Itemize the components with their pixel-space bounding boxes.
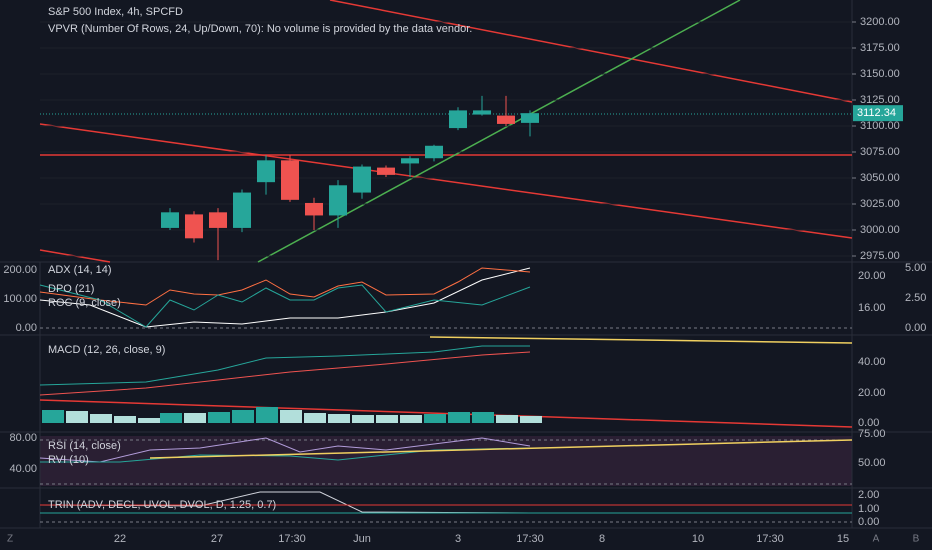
- candle-body: [281, 160, 299, 200]
- axis-label: 16.00: [858, 302, 886, 314]
- y-tick-label: 3200.00: [860, 16, 900, 28]
- candle-body: [449, 110, 467, 129]
- corner-button: A: [873, 534, 880, 545]
- axis-label: 1.00: [858, 503, 879, 515]
- candle-body: [521, 113, 539, 123]
- signal-line: [39, 351, 531, 396]
- axis-label: 100.00: [3, 293, 37, 305]
- candle-body: [185, 214, 203, 239]
- x-tick-label: 22: [114, 533, 126, 545]
- dynamic-layer: 2975.003000.003025.003050.003075.003100.…: [3, 16, 926, 545]
- last-price-box: [853, 105, 903, 122]
- candle-body: [257, 160, 275, 183]
- candle-body: [401, 158, 419, 164]
- trend-line: [329, 0, 853, 103]
- y-tick-label: 3025.00: [860, 198, 900, 210]
- axis-label: 200.00: [3, 264, 37, 276]
- axis-label: 20.00: [858, 270, 886, 282]
- macd-histogram: [42, 407, 542, 423]
- candle-body: [161, 212, 179, 228]
- axis-label: 40.00: [9, 463, 37, 475]
- last-price-label: 3112.34: [857, 107, 896, 119]
- indicator-legend: RSI (14, close): [48, 440, 121, 452]
- candle-body: [377, 167, 395, 175]
- candle-body: [305, 202, 323, 216]
- axis-label: 80.00: [9, 432, 37, 444]
- axis-label: 40.00: [858, 356, 886, 368]
- indicator-legend: DPO (21): [48, 283, 94, 295]
- candle-body: [329, 185, 347, 216]
- drawing-line: [39, 399, 853, 428]
- axis-label: 75.00: [858, 428, 886, 440]
- y-tick-label: 3000.00: [860, 224, 900, 236]
- indicator-legend: ADX (14, 14): [48, 264, 112, 276]
- macd-line: [39, 345, 530, 386]
- y-tick-label: 3175.00: [860, 42, 900, 54]
- candle-body: [497, 115, 515, 124]
- candle-body: [473, 110, 491, 115]
- axis-label: 2.50: [905, 292, 926, 304]
- candle-body: [209, 212, 227, 228]
- y-tick-label: 2975.00: [860, 250, 900, 262]
- rsi-line: [39, 437, 531, 463]
- corner-button: B: [913, 534, 920, 545]
- x-tick-label: 15: [837, 533, 849, 545]
- x-tick-label: 17:30: [278, 533, 306, 545]
- corner-button: Z: [7, 534, 13, 545]
- y-tick-label: 3050.00: [860, 172, 900, 184]
- x-tick-label: 10: [692, 533, 704, 545]
- axis-label: 0.00: [858, 417, 879, 429]
- indicator-legend: ROC (9, close): [48, 297, 121, 309]
- y-tick-label: 3075.00: [860, 146, 900, 158]
- trend-line: [39, 123, 853, 239]
- adx-line: [39, 267, 531, 328]
- x-tick-label: 8: [599, 533, 605, 545]
- rsi-band: [40, 436, 852, 486]
- indicator-legend: MACD (12, 26, close, 9): [48, 344, 165, 356]
- x-tick-label: 17:30: [516, 533, 544, 545]
- y-tick-label: 3100.00: [860, 120, 900, 132]
- indicator-legend: TRIN (ADV, DECL, UVOL, DVOL, D, 1.25, 0.…: [48, 499, 276, 511]
- indicator-legend: RVI (10): [48, 454, 89, 466]
- x-tick-label: 27: [211, 533, 223, 545]
- axis-label: 0.00: [905, 322, 926, 334]
- trin-line: [39, 491, 531, 514]
- x-tick-label: 17:30: [756, 533, 784, 545]
- axis-label: 0.00: [16, 322, 37, 334]
- indicators: [39, 267, 853, 523]
- candle-body: [353, 166, 371, 193]
- dpo-line: [39, 267, 531, 306]
- roc-line: [39, 284, 531, 328]
- axis-label: 2.00: [858, 489, 879, 501]
- axis-label: 50.00: [858, 457, 886, 469]
- x-tick-label: Jun: [353, 533, 371, 545]
- axis-label: 20.00: [858, 387, 886, 399]
- candle-body: [425, 145, 443, 159]
- y-tick-label: 3150.00: [860, 68, 900, 80]
- candle-body: [233, 192, 251, 228]
- x-tick-label: 3: [455, 533, 461, 545]
- y-tick-label: 3125.00: [860, 94, 900, 106]
- drawing-line: [429, 336, 853, 344]
- axis-label: 5.00: [905, 262, 926, 274]
- chart-subtitle: VPVR (Number Of Rows, 24, Up/Down, 70): …: [48, 23, 472, 35]
- chart-title: S&P 500 Index, 4h, SPCFD: [48, 6, 183, 18]
- drawing-line: [149, 439, 853, 459]
- axis-label: 0.00: [858, 516, 879, 528]
